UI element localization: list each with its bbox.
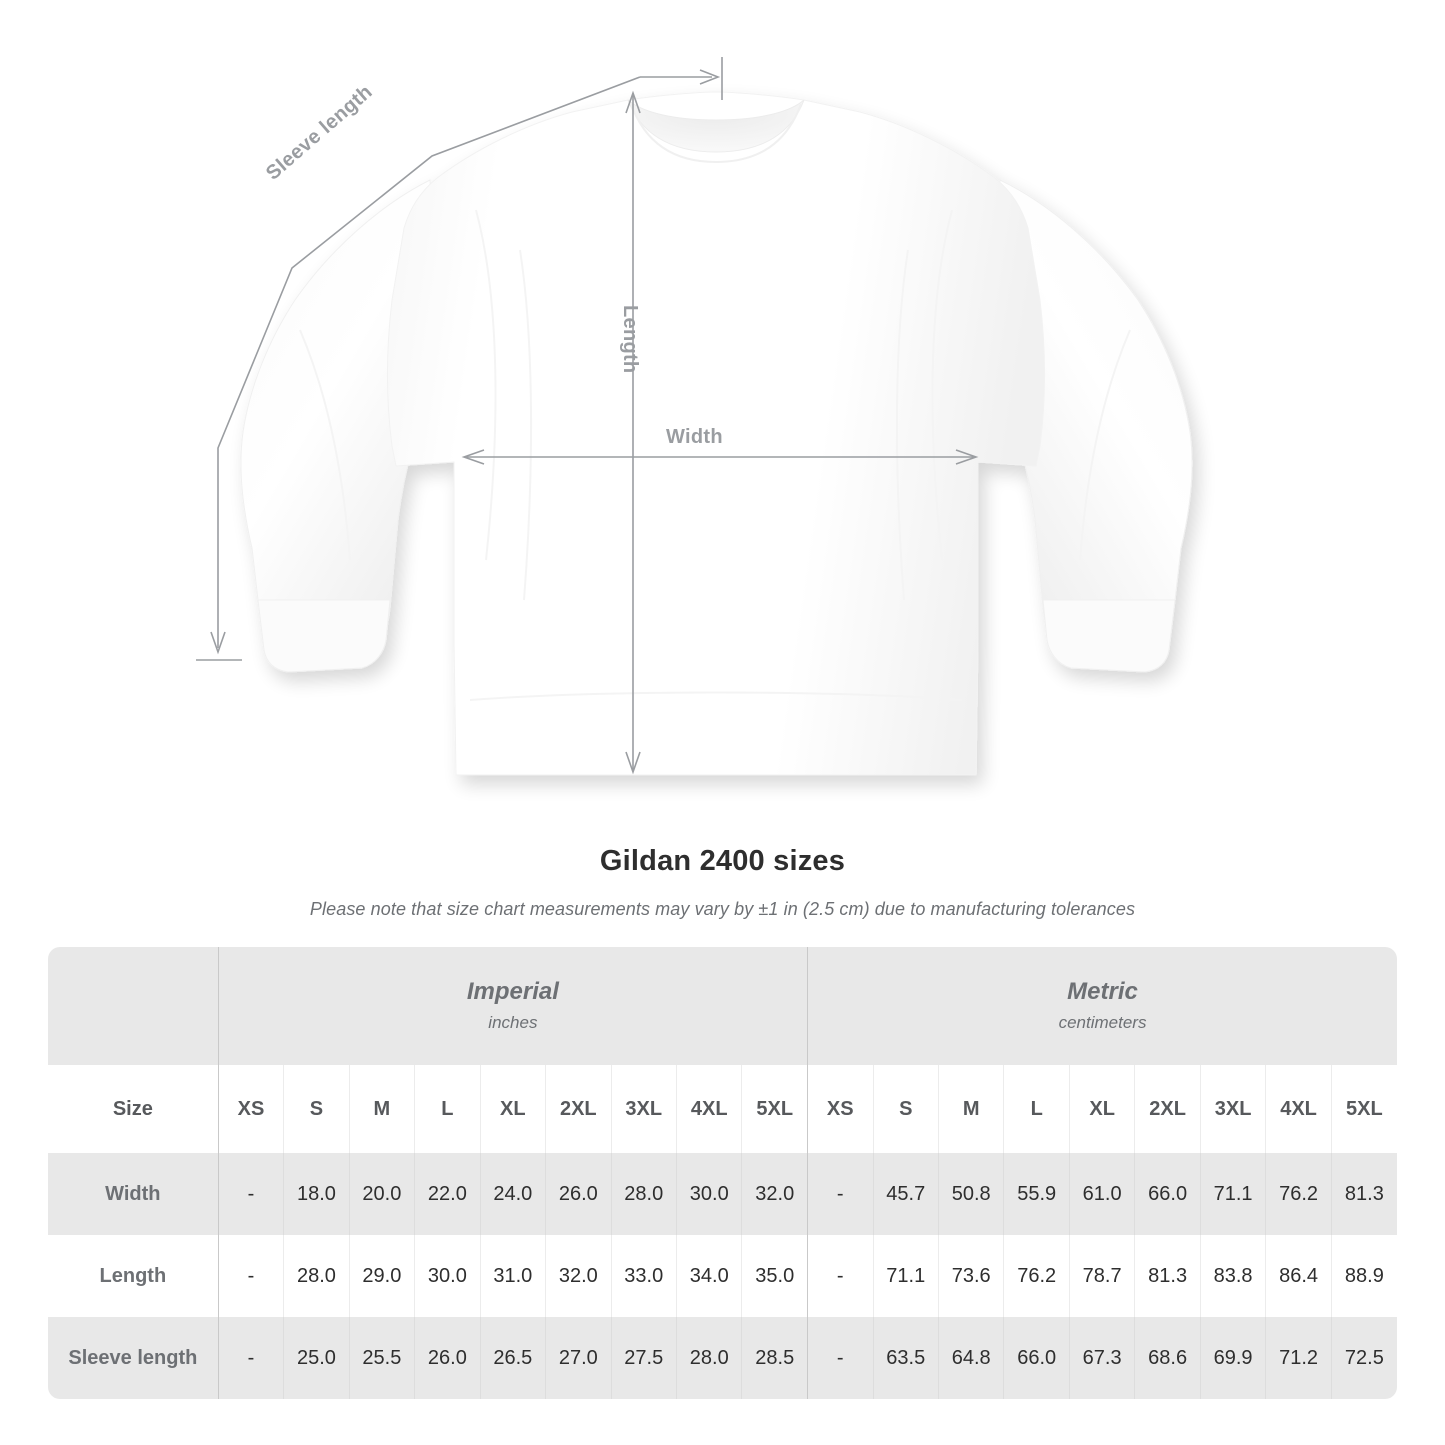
cell-length-3XL-imperial: 33.0 [611,1235,678,1317]
cell-width-4XL-metric: 76.2 [1265,1153,1332,1235]
cell-length-XL-metric: 78.7 [1069,1235,1136,1317]
column-header-m-imperial: M [349,1065,416,1153]
cell-width-L-metric: 55.9 [1003,1153,1070,1235]
cell-sleeve-length-5XL-imperial: 28.5 [741,1317,809,1399]
cell-width-5XL-metric: 81.3 [1331,1153,1397,1235]
column-header-5xl-imperial: 5XL [741,1065,809,1153]
cell-sleeve-length-3XL-imperial: 27.5 [611,1317,678,1399]
unit-name: Imperial [466,977,559,1005]
cell-width-M-imperial: 20.0 [349,1153,416,1235]
tshirt-drawing [196,57,1193,776]
cell-length-5XL-imperial: 35.0 [741,1235,809,1317]
cell-sleeve-length-XS-metric: - [807,1317,874,1399]
cell-length-2XL-metric: 81.3 [1134,1235,1201,1317]
cell-length-4XL-imperial: 34.0 [676,1235,743,1317]
cell-length-2XL-imperial: 32.0 [545,1235,612,1317]
garment-illustration: Sleeve length Length Width [196,57,1193,776]
cell-sleeve-length-XL-imperial: 26.5 [480,1317,547,1399]
cell-length-XS-imperial: - [218,1235,285,1317]
column-header-l-metric: L [1003,1065,1070,1153]
cell-length-S-imperial: 28.0 [283,1235,350,1317]
column-header-xs-metric: XS [807,1065,874,1153]
cell-sleeve-length-5XL-metric: 72.5 [1331,1317,1397,1399]
unit-name: Metric [1067,977,1138,1005]
unit-banner-imperial: Imperial inches [218,947,809,1065]
cell-width-3XL-metric: 71.1 [1200,1153,1267,1235]
row-header-width: Width [48,1153,219,1235]
cell-width-5XL-imperial: 32.0 [741,1153,809,1235]
unit-banner-spacer [48,947,219,1065]
cell-width-XL-metric: 61.0 [1069,1153,1136,1235]
cell-sleeve-length-M-metric: 64.8 [938,1317,1005,1399]
column-header-5xl-metric: 5XL [1331,1065,1397,1153]
length-dimension-label: Length [619,305,641,374]
size-chart-table-container: Imperial inches Metric centimeters Size XS S M L… [48,947,1397,1399]
table-row: Length -28.0 29.0 30.0 31.0 32.0 33.0 34.0 35.0-… [48,1235,1397,1317]
cell-sleeve-length-S-metric: 63.5 [873,1317,939,1399]
cell-sleeve-length-2XL-imperial: 27.0 [545,1317,612,1399]
width-dimension-label: Width [666,426,723,448]
cell-width-L-imperial: 22.0 [414,1153,481,1235]
unit-banner-row: Imperial inches Metric centimeters [48,947,1397,1065]
cell-length-L-imperial: 30.0 [414,1235,481,1317]
cell-sleeve-length-XS-imperial: - [218,1317,285,1399]
cell-width-M-metric: 50.8 [938,1153,1005,1235]
cell-sleeve-length-4XL-metric: 71.2 [1265,1317,1332,1399]
cell-length-S-metric: 71.1 [873,1235,939,1317]
table-row: Width -18.0 20.0 22.0 24.0 26.0 28.0 30.0 32.0-4… [48,1153,1397,1235]
garment-shape [240,91,1193,776]
cell-sleeve-length-L-imperial: 26.0 [414,1317,481,1399]
column-header-4xl-imperial: 4XL [676,1065,743,1153]
cell-sleeve-length-4XL-imperial: 28.0 [676,1317,743,1399]
cell-sleeve-length-3XL-metric: 69.9 [1200,1317,1267,1399]
measurement-lines [196,57,979,775]
cell-width-XL-imperial: 24.0 [480,1153,547,1235]
column-header-size: Size [48,1065,219,1153]
cell-length-M-imperial: 29.0 [349,1235,416,1317]
size-chart-table: Imperial inches Metric centimeters Size XS S M L… [48,947,1397,1399]
cell-width-2XL-metric: 66.0 [1134,1153,1201,1235]
column-header-4xl-metric: 4XL [1265,1065,1332,1153]
cell-length-5XL-metric: 88.9 [1331,1235,1397,1317]
column-header-xs-imperial: XS [218,1065,285,1153]
row-header-length: Length [48,1235,219,1317]
unit-subtitle: inches [488,1013,538,1033]
size-header-row: Size XS S M L XL 2XL 3XL 4XL 5XL XS S M L XL 2XL 3XL 4XL 5… [48,1065,1397,1153]
cell-sleeve-length-S-imperial: 25.0 [283,1317,350,1399]
cell-width-XS-metric: - [807,1153,874,1235]
column-header-xl-imperial: XL [480,1065,547,1153]
column-header-2xl-imperial: 2XL [545,1065,612,1153]
cell-width-XS-imperial: - [218,1153,285,1235]
cell-width-S-imperial: 18.0 [283,1153,350,1235]
page-title: Gildan 2400 sizes [599,845,846,877]
column-header-s-imperial: S [283,1065,350,1153]
cell-sleeve-length-2XL-metric: 68.6 [1134,1317,1201,1399]
cell-width-3XL-imperial: 28.0 [611,1153,678,1235]
column-header-l-imperial: L [414,1065,481,1153]
column-header-3xl-metric: 3XL [1200,1065,1267,1153]
cell-sleeve-length-L-metric: 66.0 [1003,1317,1070,1399]
cell-length-3XL-metric: 83.8 [1200,1235,1267,1317]
tolerance-note: Please note that size chart measurements… [309,899,1136,919]
column-header-s-metric: S [873,1065,939,1153]
column-header-2xl-metric: 2XL [1134,1065,1201,1153]
cell-length-4XL-metric: 86.4 [1265,1235,1332,1317]
chart-header: Gildan 2400 sizes Please note that size … [0,845,1445,920]
cell-length-M-metric: 73.6 [938,1235,1005,1317]
cell-length-XS-metric: - [807,1235,874,1317]
row-header-sleeve-length: Sleeve length [48,1317,219,1399]
column-header-3xl-imperial: 3XL [611,1065,678,1153]
table-row: Sleeve length -25.0 25.5 26.0 26.5 27.0 27.5 28… [48,1317,1397,1399]
cell-sleeve-length-XL-metric: 67.3 [1069,1317,1136,1399]
unit-subtitle: centimeters [1058,1013,1147,1033]
column-header-m-metric: M [938,1065,1005,1153]
cell-length-L-metric: 76.2 [1003,1235,1070,1317]
unit-banner-metric: Metric centimeters [807,947,1397,1065]
cell-sleeve-length-M-imperial: 25.5 [349,1317,416,1399]
cell-length-XL-imperial: 31.0 [480,1235,547,1317]
cell-width-S-metric: 45.7 [873,1153,939,1235]
cell-width-4XL-imperial: 30.0 [676,1153,743,1235]
cell-width-2XL-imperial: 26.0 [545,1153,612,1235]
column-header-xl-metric: XL [1069,1065,1136,1153]
